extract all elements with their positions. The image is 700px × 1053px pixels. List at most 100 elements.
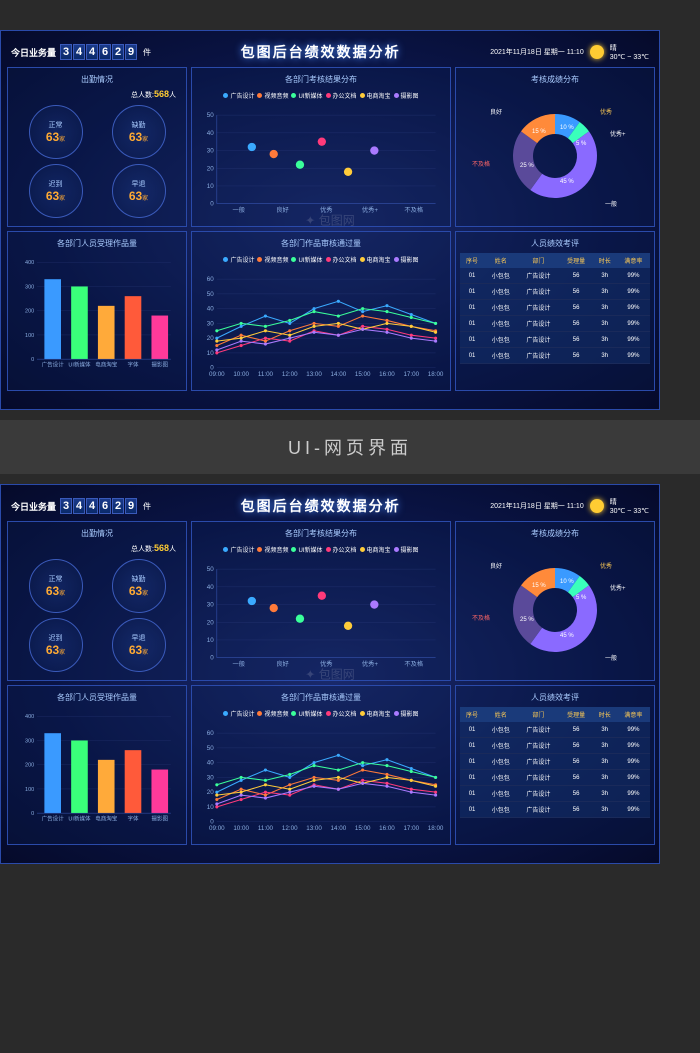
counter-digit: 4 (73, 44, 85, 60)
svg-text:400: 400 (25, 714, 34, 720)
scatter-title: 各部门考核结果分布 (196, 72, 446, 89)
date-text: 2021年11月18日 星期一 11:10 (490, 47, 584, 57)
table-header: 受理量 (560, 707, 593, 722)
svg-text:电商淘宝: 电商淘宝 (95, 361, 118, 369)
svg-text:14:00: 14:00 (331, 371, 347, 378)
svg-text:300: 300 (25, 284, 34, 290)
page-title: 包图后台绩效数据分析 (241, 496, 401, 516)
svg-text:20: 20 (207, 335, 214, 342)
legend-item: 电商淘宝 (360, 255, 391, 264)
svg-text:50: 50 (207, 112, 214, 119)
table-header: 姓名 (484, 253, 517, 268)
donut-pct: 45 % (560, 179, 574, 185)
svg-text:UI新媒体: UI新媒体 (68, 815, 91, 823)
page-title: 包图后台绩效数据分析 (241, 42, 401, 62)
svg-text:30: 30 (207, 320, 214, 327)
counter-digit: 2 (112, 498, 124, 514)
table-title: 人员绩效考评 (460, 236, 650, 253)
svg-text:0: 0 (210, 655, 214, 662)
grid: 出勤情况 总人数:568人 正常63家缺勤63家迟到63家早退63家 各部门考核… (7, 67, 653, 399)
svg-text:17:00: 17:00 (403, 825, 419, 832)
svg-text:15:00: 15:00 (355, 371, 371, 378)
legend-item: UI新媒体 (291, 91, 322, 100)
attendance-title: 出勤情况 (12, 72, 182, 89)
svg-text:50: 50 (207, 291, 214, 298)
total-count: 总人数:568人 (12, 89, 182, 100)
donut-pct: 5 % (576, 595, 586, 601)
svg-text:0: 0 (210, 201, 214, 208)
svg-text:良好: 良好 (276, 659, 289, 668)
grid: 出勤情况 总人数:568人 正常63家缺勤63家迟到63家早退63家 各部门考核… (7, 521, 653, 853)
table-panel: 人员绩效考评 序号姓名部门受理量时长满意率01小包包广告设计563h99%01小… (455, 685, 655, 845)
legend-item: 视频音频 (257, 545, 288, 554)
svg-text:13:00: 13:00 (306, 371, 322, 378)
counter-digit: 6 (99, 44, 111, 60)
svg-text:摄影图: 摄影图 (151, 815, 168, 823)
donut-pct: 45 % (560, 633, 574, 639)
svg-text:20: 20 (207, 165, 214, 172)
donut-label: 一般 (605, 199, 617, 208)
svg-text:0: 0 (31, 811, 34, 817)
donut-label: 不及格 (472, 159, 490, 168)
svg-text:10: 10 (207, 804, 214, 811)
counter-unit: 件 (143, 47, 151, 58)
header-right: 2021年11月18日 星期一 11:10 晴 30℃ ~ 33℃ (490, 43, 649, 61)
caption-bar: UI-网页界面 (0, 420, 700, 474)
legend-item: 电商淘宝 (360, 545, 391, 554)
sun-icon (590, 45, 604, 59)
svg-text:10:00: 10:00 (233, 825, 249, 832)
svg-text:40: 40 (207, 130, 214, 137)
svg-text:优秀+: 优秀+ (362, 205, 378, 214)
svg-text:优秀: 优秀 (320, 205, 333, 214)
header-left: 今日业务量 344629 件 (11, 498, 151, 514)
svg-text:摄影图: 摄影图 (151, 361, 168, 369)
table-header: 部门 (517, 707, 559, 722)
svg-text:13:00: 13:00 (306, 825, 322, 832)
svg-text:不及格: 不及格 (404, 205, 423, 214)
svg-text:20: 20 (207, 789, 214, 796)
svg-text:40: 40 (207, 584, 214, 591)
header: 今日业务量 344629 件 包图后台绩效数据分析 2021年11月18日 星期… (7, 37, 653, 67)
svg-text:30: 30 (207, 602, 214, 609)
svg-text:字体: 字体 (127, 815, 139, 823)
header-left: 今日业务量 344629 件 (11, 44, 151, 60)
svg-text:18:00: 18:00 (428, 371, 444, 378)
svg-text:10: 10 (207, 183, 214, 190)
donut-label: 不及格 (472, 613, 490, 622)
svg-text:12:00: 12:00 (282, 371, 298, 378)
svg-text:14:00: 14:00 (331, 825, 347, 832)
table-row: 01小包包广告设计563h99% (460, 268, 650, 284)
bar-title: 各部门人员受理作品量 (12, 236, 182, 253)
attendance-circle: 缺勤63家 (112, 559, 166, 613)
performance-table: 序号姓名部门受理量时长满意率01小包包广告设计563h99%01小包包广告设计5… (460, 707, 650, 818)
svg-text:60: 60 (207, 730, 214, 737)
donut-pct: 25 % (520, 617, 534, 623)
counter-unit: 件 (143, 501, 151, 512)
scatter-panel: 各部门考核结果分布 广告设计视频音频UI新媒体办公文档电商淘宝摄影图 01020… (191, 67, 451, 227)
header: 今日业务量 344629 件 包图后台绩效数据分析 2021年11月18日 星期… (7, 491, 653, 521)
svg-text:优秀: 优秀 (320, 659, 333, 668)
table-row: 01小包包广告设计563h99% (460, 786, 650, 802)
svg-text:10: 10 (207, 350, 214, 357)
table-panel: 人员绩效考评 序号姓名部门受理量时长满意率01小包包广告设计563h99%01小… (455, 231, 655, 391)
attendance-circle: 迟到63家 (29, 164, 83, 218)
weather-label: 晴 (610, 43, 649, 53)
legend-item: 摄影图 (394, 255, 419, 264)
legend-item: 视频音频 (257, 255, 288, 264)
counter-digit: 4 (86, 498, 98, 514)
svg-text:30: 30 (207, 774, 214, 781)
svg-text:100: 100 (25, 333, 34, 339)
attendance-panel: 出勤情况 总人数:568人 正常63家缺勤63家迟到63家早退63家 (7, 521, 187, 681)
svg-text:字体: 字体 (127, 361, 139, 369)
donut-pct: 10 % (560, 579, 574, 585)
table-row: 01小包包广告设计563h99% (460, 738, 650, 754)
attendance-circle: 缺勤63家 (112, 105, 166, 159)
table-header: 满意率 (617, 707, 650, 722)
counter-label: 今日业务量 (11, 500, 56, 513)
donut-panel: 考核成绩分布 良好优秀优秀+一般不及格15 %10 %5 %45 %25 % (455, 67, 655, 227)
legend-item: 广告设计 (223, 709, 254, 718)
legend-item: 办公文档 (326, 255, 357, 264)
donut-label: 优秀 (600, 107, 612, 116)
legend-item: UI新媒体 (291, 545, 322, 554)
legend-item: 广告设计 (223, 91, 254, 100)
